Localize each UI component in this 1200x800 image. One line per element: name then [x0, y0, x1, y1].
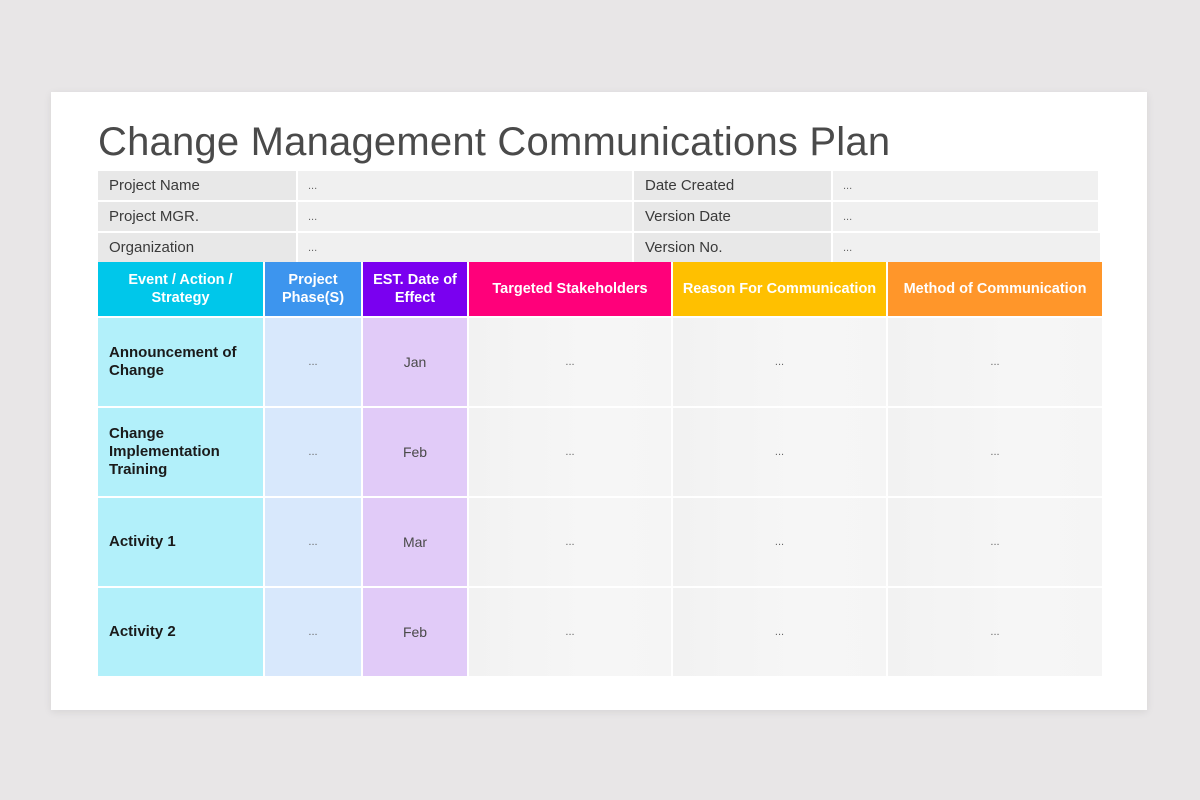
version-no-label: Version No. — [634, 233, 833, 262]
header-method: Method of Communication — [888, 262, 1102, 316]
row-event-cell[interactable]: Activity 2 — [98, 588, 263, 676]
header-date: EST. Date of Effect — [363, 262, 467, 316]
project-mgr-value[interactable]: ... — [298, 202, 634, 231]
row-event-cell[interactable]: Change Implementation Training — [98, 408, 263, 496]
date-created-label: Date Created — [634, 171, 833, 200]
project-mgr-label: Project MGR. — [98, 202, 298, 231]
version-no-value[interactable]: ... — [833, 233, 1100, 262]
row-reason-cell[interactable]: ... — [673, 588, 886, 676]
header-stakeholders: Targeted Stakeholders — [469, 262, 671, 316]
row-stakeholders-cell[interactable]: ... — [469, 498, 671, 586]
project-info-table: Project Name ... Date Created ... Projec… — [98, 171, 1100, 262]
header-phase: Project Phase(S) — [265, 262, 361, 316]
row-method-cell[interactable]: ... — [888, 498, 1102, 586]
project-name-label: Project Name — [98, 171, 298, 200]
row-date-cell[interactable]: Mar — [363, 498, 467, 586]
row-stakeholders-cell[interactable]: ... — [469, 588, 671, 676]
organization-label: Organization — [98, 233, 298, 262]
row-method-cell[interactable]: ... — [888, 408, 1102, 496]
page-title: Change Management Communications Plan — [98, 120, 891, 164]
row-date-cell[interactable]: Jan — [363, 318, 467, 406]
row-reason-cell[interactable]: ... — [673, 318, 886, 406]
row-date-cell[interactable]: Feb — [363, 588, 467, 676]
row-phase-cell[interactable]: ... — [265, 498, 361, 586]
row-method-cell[interactable]: ... — [888, 318, 1102, 406]
row-event-cell[interactable]: Announcement of Change — [98, 318, 263, 406]
row-stakeholders-cell[interactable]: ... — [469, 318, 671, 406]
row-phase-cell[interactable]: ... — [265, 408, 361, 496]
row-method-cell[interactable]: ... — [888, 588, 1102, 676]
row-phase-cell[interactable]: ... — [265, 318, 361, 406]
project-name-value[interactable]: ... — [298, 171, 634, 200]
row-event-cell[interactable]: Activity 1 — [98, 498, 263, 586]
communications-table: Event / Action / Strategy Project Phase(… — [98, 262, 1102, 676]
date-created-value[interactable]: ... — [833, 171, 1100, 200]
row-reason-cell[interactable]: ... — [673, 498, 886, 586]
version-date-value[interactable]: ... — [833, 202, 1100, 231]
organization-value[interactable]: ... — [298, 233, 634, 262]
row-date-cell[interactable]: Feb — [363, 408, 467, 496]
slide: Change Management Communications Plan Pr… — [51, 92, 1147, 710]
row-stakeholders-cell[interactable]: ... — [469, 408, 671, 496]
row-reason-cell[interactable]: ... — [673, 408, 886, 496]
row-phase-cell[interactable]: ... — [265, 588, 361, 676]
header-event: Event / Action / Strategy — [98, 262, 263, 316]
version-date-label: Version Date — [634, 202, 833, 231]
header-reason: Reason For Communication — [673, 262, 886, 316]
